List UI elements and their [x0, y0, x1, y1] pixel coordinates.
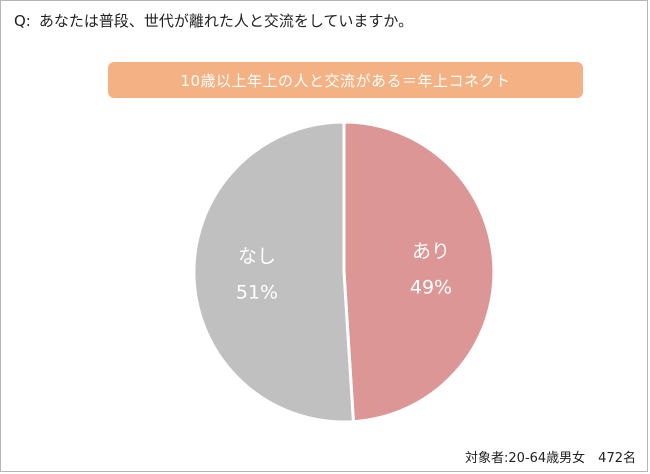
slice-value-0: 49%: [410, 276, 452, 298]
question-text: Q: あなたは普段、世代が離れた人と交流をしていますか。: [14, 10, 413, 31]
banner-text: 10歳以上年上の人と交流がある＝年上コネクト: [180, 71, 511, 90]
sample-footnote: 対象者:20-64歳男女 472名: [465, 451, 636, 466]
slice-value-1: 51%: [236, 282, 278, 304]
slice-label-0: あり: [412, 240, 450, 262]
pie-slice-0: [342, 120, 496, 424]
question-prefix: Q:: [14, 12, 31, 30]
pie-slice-1: [192, 120, 356, 424]
slice-label-1: なし: [238, 246, 276, 268]
question-body: あなたは普段、世代が離れた人と交流をしていますか。: [38, 12, 414, 30]
definition-banner: 10歳以上年上の人と交流がある＝年上コネクト: [108, 62, 583, 98]
